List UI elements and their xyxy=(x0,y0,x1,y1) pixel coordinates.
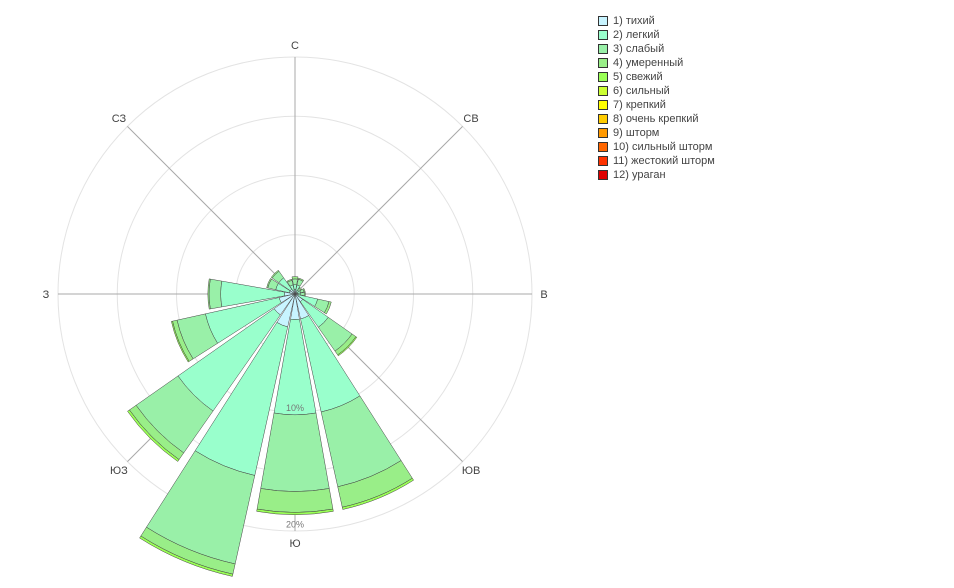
legend-item[interactable]: 11) жестокий шторм xyxy=(598,154,715,168)
direction-label: В xyxy=(540,289,547,301)
legend-item[interactable]: 5) свежий xyxy=(598,70,715,84)
legend-label: 11) жестокий шторм xyxy=(613,155,715,167)
wedge-segment xyxy=(298,277,304,282)
wedge-segment xyxy=(208,278,223,310)
legend-swatch xyxy=(598,128,608,138)
legend-swatch xyxy=(598,58,608,68)
wedge-segment xyxy=(256,488,334,513)
wedge-segment xyxy=(256,508,334,515)
direction-spoke xyxy=(294,126,463,295)
direction-label: ЮВ xyxy=(462,465,480,477)
legend-item[interactable]: 8) очень крепкий xyxy=(598,112,715,126)
wedge-segment xyxy=(286,279,293,283)
legend-label: 4) умеренный xyxy=(613,57,684,69)
wedge-segment xyxy=(337,336,358,357)
wedge-segment xyxy=(291,276,299,280)
direction-label: С xyxy=(291,40,299,52)
legend-item[interactable]: 1) тихий xyxy=(598,14,715,28)
wedge-segment xyxy=(260,412,330,492)
direction-labels: С СВ В ЮВ Ю ЮЗ З СЗ xyxy=(43,40,548,550)
legend-label: 1) тихий xyxy=(613,15,655,27)
wedge-segment xyxy=(266,278,272,289)
legend-swatch xyxy=(598,86,608,96)
legend-swatch xyxy=(598,156,608,166)
direction-label: З xyxy=(43,289,50,301)
wedge-segment xyxy=(139,535,234,577)
legend-label: 9) шторм xyxy=(613,127,660,139)
radial-tick-label: 10% xyxy=(286,403,304,413)
wedge-segment xyxy=(302,288,306,293)
wedge-segment xyxy=(292,278,298,286)
wedge-segment xyxy=(300,292,305,296)
wedge-segment xyxy=(270,269,280,279)
direction-label: СЗ xyxy=(112,113,127,125)
legend-swatch xyxy=(598,44,608,54)
legend-item[interactable]: 2) легкий xyxy=(598,28,715,42)
legend-label: 8) очень крепкий xyxy=(613,113,699,125)
legend-label: 7) крепкий xyxy=(613,99,666,111)
legend-item[interactable]: 3) слабый xyxy=(598,42,715,56)
legend-label: 2) легкий xyxy=(613,29,660,41)
legend-item[interactable]: 4) умеренный xyxy=(598,56,715,70)
wedge-segment xyxy=(303,291,306,297)
legend-label: 12) ураган xyxy=(613,169,666,181)
legend-swatch xyxy=(598,170,608,180)
direction-spoke xyxy=(127,126,296,295)
wedge-segment xyxy=(324,301,332,315)
wedge-segment xyxy=(298,287,302,291)
legend: 1) тихий 2) легкий 3) слабый 4) умеренный 5)… xyxy=(598,14,715,182)
legend-swatch xyxy=(598,100,608,110)
wedge-segment xyxy=(207,278,211,310)
direction-label: Ю xyxy=(289,538,300,550)
legend-swatch xyxy=(598,72,608,82)
legend-swatch xyxy=(598,16,608,26)
legend-swatch xyxy=(598,142,608,152)
legend-label: 6) сильный xyxy=(613,85,670,97)
wedge-segment xyxy=(127,409,180,462)
legend-item[interactable]: 12) ураган xyxy=(598,168,715,182)
direction-label: ЮЗ xyxy=(110,465,128,477)
legend-item[interactable]: 9) шторм xyxy=(598,126,715,140)
legend-label: 10) сильный шторм xyxy=(613,141,713,153)
legend-item[interactable]: 10) сильный шторм xyxy=(598,140,715,154)
direction-label: СВ xyxy=(463,113,478,125)
legend-label: 5) свежий xyxy=(613,71,663,83)
legend-swatch xyxy=(598,30,608,40)
legend-label: 3) слабый xyxy=(613,43,665,55)
legend-swatch xyxy=(598,114,608,124)
radial-tick-label: 20% xyxy=(286,519,304,529)
wedges xyxy=(127,269,414,577)
wedge-segment xyxy=(342,477,414,510)
wedge-segment xyxy=(171,320,190,363)
legend-item[interactable]: 6) сильный xyxy=(598,84,715,98)
legend-item[interactable]: 7) крепкий xyxy=(598,98,715,112)
